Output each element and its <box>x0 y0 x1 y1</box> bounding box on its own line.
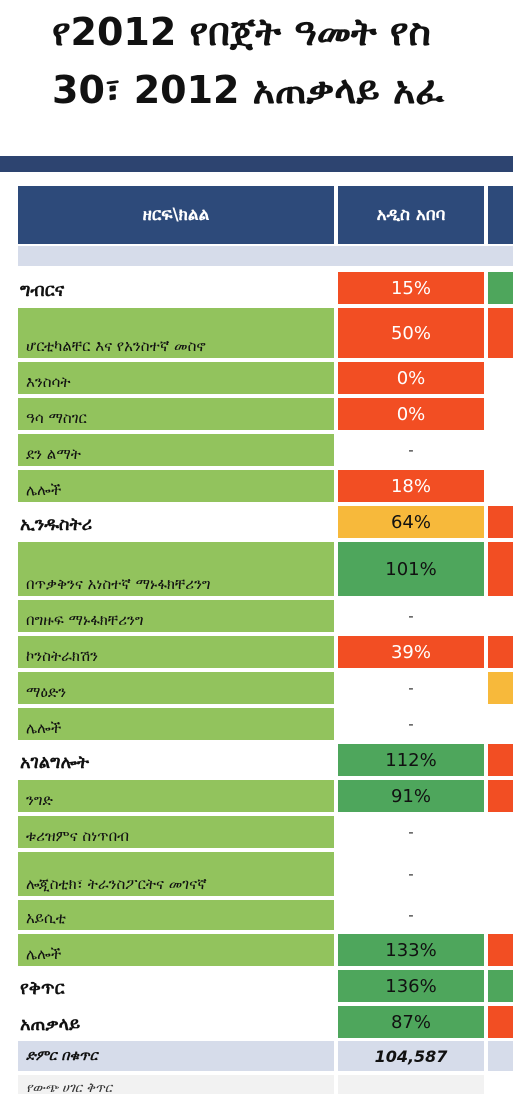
row-label: በግዙፍ ማኑፋክቸሪንግ <box>18 600 334 632</box>
row-value-addis-ababa: 50% <box>338 308 484 358</box>
column-header-sector: ዘርፍ\ክልል <box>18 186 334 244</box>
row-value-addis-ababa: 15% <box>338 272 484 304</box>
row-value-addis-ababa: 101% <box>338 542 484 596</box>
row-next-region-status <box>488 780 513 812</box>
row-value-addis-ababa: - <box>338 434 484 466</box>
row-next-region-status <box>488 636 513 668</box>
row-label: ኮንስትራክሽን <box>18 636 334 668</box>
row-value-addis-ababa: - <box>338 852 484 896</box>
row-label: ሌሎች <box>18 708 334 740</box>
row-next-region-status <box>488 506 513 538</box>
row-next-region-status <box>488 970 513 1002</box>
row-label: አይሲቲ <box>18 900 334 930</box>
row-label: የቅጥር <box>20 978 65 999</box>
row-label: አገልግሎት <box>20 752 90 773</box>
total-next-cell <box>488 1041 513 1071</box>
row-label: ኢንዱስትሪ <box>20 514 93 535</box>
row-value-addis-ababa: - <box>338 708 484 740</box>
row-label: አጠቃላይ <box>20 1014 81 1035</box>
row-next-region-status <box>488 308 513 358</box>
row-label: ደን ልማት <box>18 434 334 466</box>
total-value: 104,587 <box>338 1041 484 1071</box>
row-next-region-status <box>488 744 513 776</box>
header-bar <box>0 156 513 172</box>
page-title-line1: የ2012 የበጀት ዓመት የስ <box>52 10 431 54</box>
row-value-addis-ababa: 112% <box>338 744 484 776</box>
row-label: በጥቃቅንና አነስተኛ ማኑፋክቸሪንግ <box>18 542 334 596</box>
row-value-addis-ababa: 39% <box>338 636 484 668</box>
total-label: ድምር በቁጥር <box>18 1041 334 1071</box>
row-value-addis-ababa: 136% <box>338 970 484 1002</box>
row-label: እንስሳት <box>18 362 334 394</box>
row-value-addis-ababa: 18% <box>338 470 484 502</box>
header-spacer-band <box>18 246 513 266</box>
row-label: ማዕድን <box>18 672 334 704</box>
row-next-region-status <box>488 672 513 704</box>
row-value-addis-ababa: 87% <box>338 1006 484 1038</box>
page-title-line2: 30፣ 2012 አጠቃላይ አፈ <box>52 68 444 112</box>
row-value-addis-ababa: 133% <box>338 934 484 966</box>
row-value-addis-ababa: 64% <box>338 506 484 538</box>
row-value-addis-ababa: - <box>338 672 484 704</box>
row-label: ንግድ <box>18 780 334 812</box>
row-value-addis-ababa: - <box>338 600 484 632</box>
cutoff-row-label: የውጭ ሀገር ቅጥር <box>18 1075 334 1094</box>
row-label: ሆርቲካልቸር እና የአንስተኛ መስኖ <box>18 308 334 358</box>
row-label: ሌሎች <box>18 470 334 502</box>
row-value-addis-ababa: 0% <box>338 362 484 394</box>
row-value-addis-ababa: 0% <box>338 398 484 430</box>
cutoff-row-value <box>338 1075 484 1094</box>
row-value-addis-ababa: 91% <box>338 780 484 812</box>
row-next-region-status <box>488 1006 513 1038</box>
row-label: ሎጂስቲክ፣ ትራንስፖርትና መገናኛ <box>18 852 334 896</box>
row-value-addis-ababa: - <box>338 900 484 930</box>
column-header-next <box>488 186 513 244</box>
row-next-region-status <box>488 272 513 304</box>
row-label: ሌሎች <box>18 934 334 966</box>
row-label: ቱሪዝምና ስነጥበብ <box>18 816 334 848</box>
row-label: ግብርና <box>20 280 65 301</box>
row-label: ዓሳ ማስገር <box>18 398 334 430</box>
column-header-addis-ababa: አዲስ አበባ <box>338 186 484 244</box>
row-value-addis-ababa: - <box>338 816 484 848</box>
row-next-region-status <box>488 934 513 966</box>
row-next-region-status <box>488 542 513 596</box>
